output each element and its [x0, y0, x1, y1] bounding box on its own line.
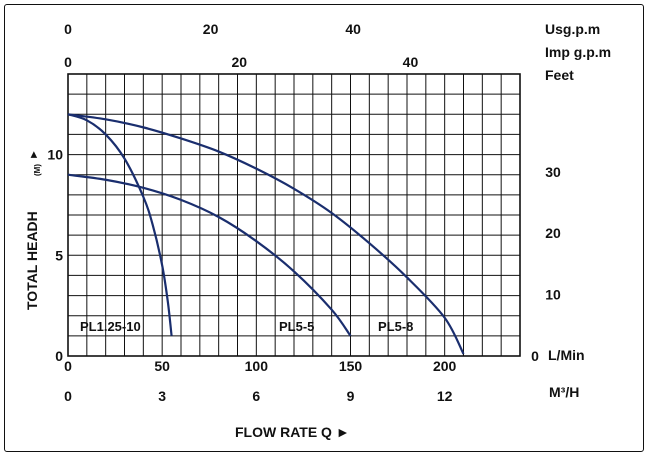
x-tick-m3h: 0 [64, 388, 72, 404]
unit-impgpm: Imp g.p.m [545, 44, 611, 60]
x-tick-lmin: 200 [433, 358, 457, 374]
x-tick-lmin: 150 [339, 358, 363, 374]
y-axis-title-arrow: ► [28, 149, 40, 160]
x-tick-lmin: 100 [245, 358, 269, 374]
x-tick-usgpm: 40 [345, 21, 361, 37]
x-axis-title: FLOW RATE Q ► [235, 424, 350, 440]
curve-pl1-25-10 [68, 114, 172, 336]
x-tick-m3h: 6 [252, 388, 260, 404]
y-axis-title-sub: (M) [33, 164, 42, 176]
x-tick-lmin: 50 [154, 358, 170, 374]
unit-usgpm: Usg.p.m [545, 21, 600, 37]
x-tick-impgpm: 20 [231, 54, 247, 70]
unit-lmin: L/Min [548, 347, 585, 363]
series-label: PL5-5 [279, 319, 314, 334]
curve-labels: PL1.25-10 PL5-5 PL5-8 [80, 319, 413, 334]
x-tick-impgpm: 40 [403, 54, 419, 70]
y-tick-m: 0 [55, 348, 63, 364]
y-tick-m: 5 [55, 247, 63, 263]
y-axis-title: TOTAL HEADH (M) ► [24, 149, 42, 310]
y-tick-feet-zero: 0 [531, 348, 539, 364]
x-tick-usgpm: 0 [64, 21, 72, 37]
y-tick-feet: 10 [545, 287, 561, 303]
grid [68, 74, 520, 356]
x-tick-m3h: 9 [347, 388, 355, 404]
y-tick-feet: 20 [545, 225, 561, 241]
x-tick-impgpm: 0 [64, 54, 72, 70]
x-tick-m3h: 12 [437, 388, 453, 404]
y-axis-title-main: TOTAL HEADH [24, 211, 40, 310]
series-label: PL1.25-10 [80, 319, 141, 334]
x-tick-usgpm: 20 [203, 21, 219, 37]
y-tick-m: 10 [47, 147, 63, 163]
x-tick-lmin: 0 [64, 358, 72, 374]
unit-m3h: M³/H [549, 384, 579, 400]
unit-feet: Feet [545, 67, 574, 83]
y-tick-feet: 30 [545, 164, 561, 180]
x-tick-m3h: 3 [158, 388, 166, 404]
series-label: PL5-8 [378, 319, 413, 334]
